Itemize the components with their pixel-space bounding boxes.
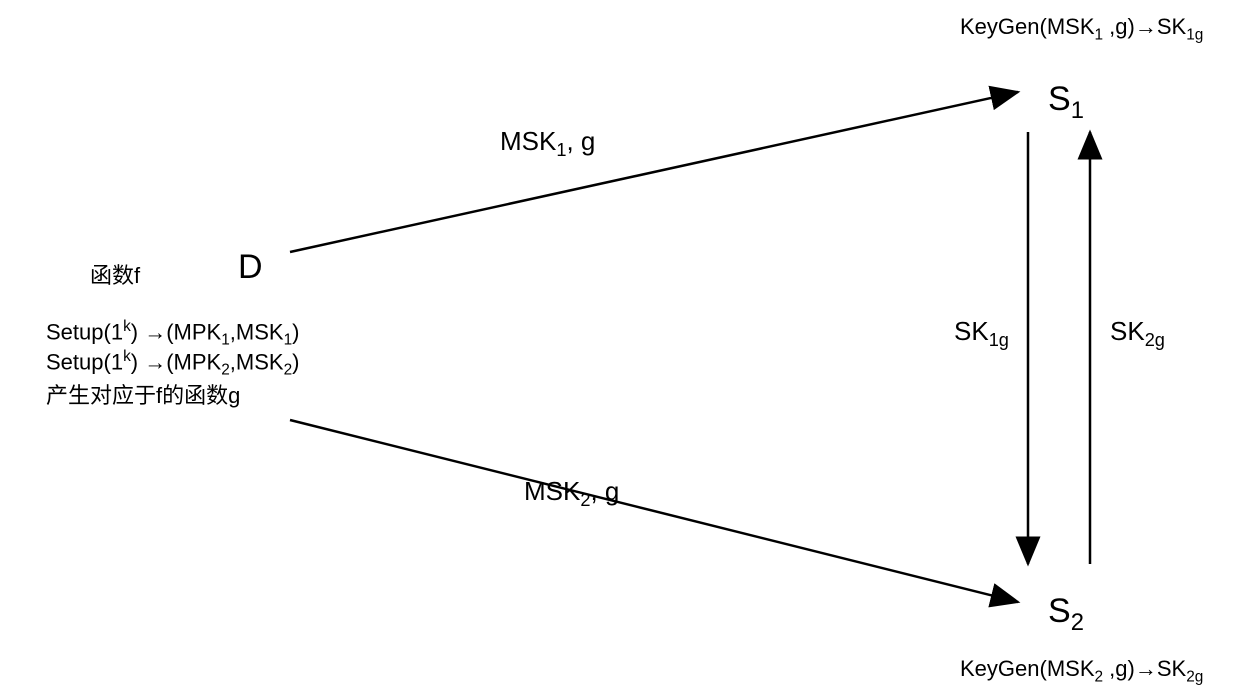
function-f-text: 函数f — [90, 263, 140, 288]
setup2-sub2: 2 — [284, 362, 293, 379]
edge-d-s1-label: MSK1, g — [500, 126, 595, 161]
node-s1: S1 — [1048, 80, 1084, 125]
edge-d-s2-post: , g — [590, 476, 619, 506]
setup1-annotation: Setup(1k) →(MPK1,MSK1) — [46, 318, 299, 350]
edge-s1-s2-pre: SK — [954, 316, 989, 346]
keygen2-sub1: 2 — [1095, 668, 1104, 685]
setup2-annotation: Setup(1k) →(MPK2,MSK2) — [46, 348, 299, 380]
setup1-mid: ) →(MPK — [131, 319, 221, 344]
edge-d-s2-pre: MSK — [524, 476, 580, 506]
setup2-sup: k — [123, 348, 131, 365]
setup1-sub2: 1 — [284, 332, 293, 349]
edge-s2-s1-sub: 2g — [1145, 330, 1165, 350]
edge-d-s1-post: , g — [566, 126, 595, 156]
setup1-post: ) — [292, 319, 299, 344]
setup2-pre: Setup(1 — [46, 349, 123, 374]
setup1-mid2: ,MSK — [230, 319, 284, 344]
keygen1-pre: KeyGen(MSK — [960, 14, 1095, 39]
produce-g-annotation: 产生对应于f的函数g — [46, 378, 240, 410]
node-d: D — [238, 248, 263, 287]
edge-s1-s2-label: SK1g — [954, 316, 1009, 351]
edge-d-s2 — [290, 420, 1018, 602]
setup2-post: ) — [292, 349, 299, 374]
setup1-sub1: 1 — [221, 332, 230, 349]
edge-d-s1-sub: 1 — [556, 140, 566, 160]
keygen2-pre: KeyGen(MSK — [960, 656, 1095, 681]
edge-d-s2-label: MSK2, g — [524, 476, 619, 511]
edge-d-s2-sub: 2 — [580, 490, 590, 510]
keygen1-mid: ,g)→SK — [1103, 14, 1186, 39]
edge-s2-s1-pre: SK — [1110, 316, 1145, 346]
node-s2-sub: 2 — [1071, 609, 1084, 636]
edge-s1-s2-sub: 1g — [989, 330, 1009, 350]
edge-d-s1 — [290, 92, 1018, 252]
setup2-sub1: 2 — [221, 362, 230, 379]
node-s1-label: S — [1048, 80, 1071, 118]
keygen2-sub2: 2g — [1186, 668, 1203, 685]
keygen1-sub2: 1g — [1186, 26, 1203, 43]
setup1-pre: Setup(1 — [46, 319, 123, 344]
setup2-mid: ) →(MPK — [131, 349, 221, 374]
edge-d-s1-pre: MSK — [500, 126, 556, 156]
keygen2-annotation: KeyGen(MSK2 ,g)→SK2g — [960, 656, 1203, 686]
keygen1-sub1: 1 — [1095, 26, 1104, 43]
produce-g-text: 产生对应于f的函数g — [46, 383, 240, 408]
node-d-label: D — [238, 248, 263, 286]
node-s2-label: S — [1048, 592, 1071, 630]
keygen2-mid: ,g)→SK — [1103, 656, 1186, 681]
function-f-label: 函数f — [90, 258, 140, 290]
keygen1-annotation: KeyGen(MSK1 ,g)→SK1g — [960, 14, 1203, 44]
edge-s2-s1-label: SK2g — [1110, 316, 1165, 351]
setup2-mid2: ,MSK — [230, 349, 284, 374]
setup1-sup: k — [123, 318, 131, 335]
node-s1-sub: 1 — [1071, 97, 1084, 124]
node-s2: S2 — [1048, 592, 1084, 637]
